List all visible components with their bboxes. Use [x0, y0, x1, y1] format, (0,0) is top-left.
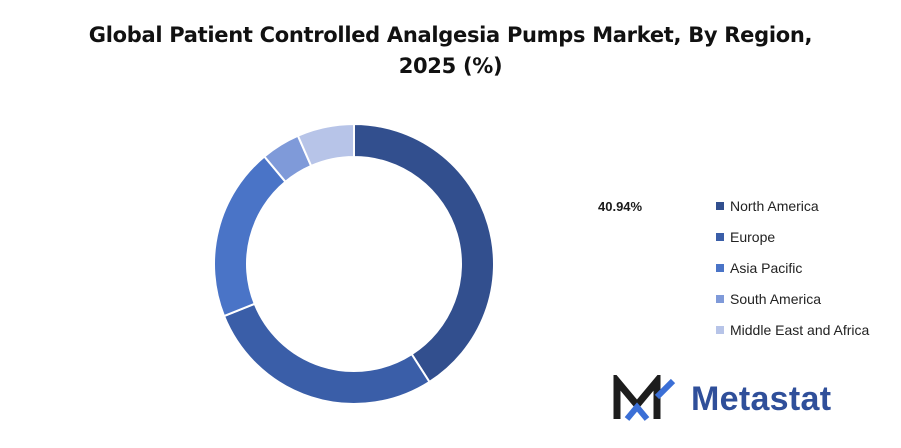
legend-swatch — [716, 232, 724, 241]
metastat-logo-text: Metastat — [691, 379, 832, 418]
legend-swatch — [716, 294, 724, 303]
metastat-logo-mark — [613, 375, 676, 421]
legend-swatch — [716, 325, 724, 334]
donut-slice-europe — [222, 302, 431, 405]
legend-label: North America — [730, 197, 819, 214]
legend-item-middle-east-and-africa: Middle East and Africa — [716, 314, 869, 345]
legend-label: Asia Pacific — [730, 259, 803, 276]
legend-item-south-america: South America — [716, 283, 869, 314]
north-america-value-label: 40.94% — [598, 199, 643, 214]
legend-label: Europe — [730, 228, 776, 245]
chart-title: Global Patient Controlled Analgesia Pump… — [0, 20, 901, 82]
legend-item-north-america: North America — [716, 190, 869, 221]
legend-swatch — [716, 263, 724, 272]
chart-title-line-1: Global Patient Controlled Analgesia Pump… — [88, 23, 813, 47]
donut-slice-north-america — [353, 122, 495, 384]
donut-slice-middle-east-and-africa — [296, 122, 355, 168]
legend-swatch — [716, 201, 724, 210]
donut-slice-asia-pacific — [213, 155, 287, 318]
chart-legend: North America Europe Asia Pacific South Ame… — [716, 190, 869, 345]
legend-label: Middle East and Africa — [730, 321, 870, 338]
legend-item-europe: Europe — [716, 221, 869, 252]
legend-item-asia-pacific: Asia Pacific — [716, 252, 869, 283]
chart-title-line-2: 2025 (%) — [398, 54, 503, 78]
legend-label: South America — [730, 290, 822, 307]
metastat-logo: Metastat — [613, 375, 831, 423]
